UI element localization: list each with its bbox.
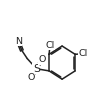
Text: S: S <box>33 64 40 74</box>
Text: Cl: Cl <box>45 41 55 50</box>
Text: O: O <box>38 55 45 64</box>
Text: O: O <box>27 73 35 82</box>
Text: Cl: Cl <box>79 49 88 58</box>
Text: N: N <box>15 37 22 46</box>
